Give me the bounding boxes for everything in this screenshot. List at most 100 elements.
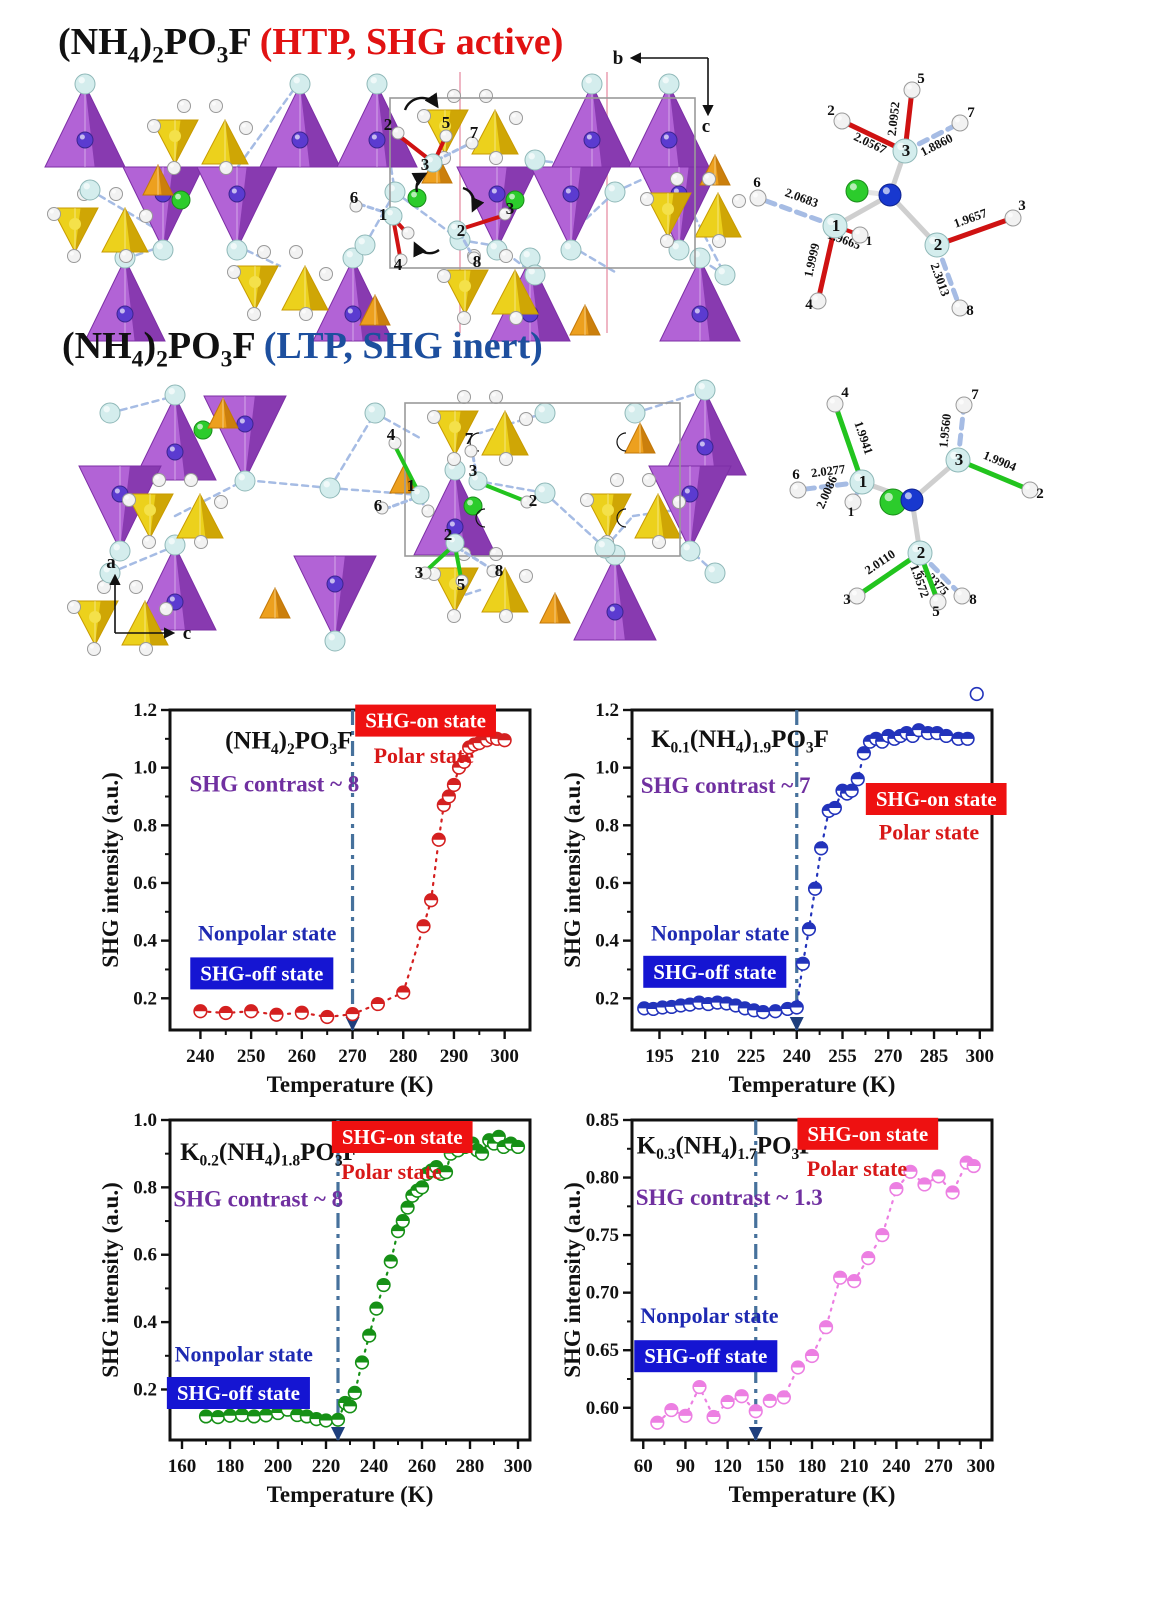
x-tick-label: 90 [676, 1456, 695, 1477]
hydrogen-bond [88, 188, 165, 235]
label: 2 [934, 235, 943, 254]
atom-sphere [342, 247, 364, 269]
atom-sphere [604, 181, 626, 203]
data-point [431, 832, 446, 847]
atom-sphere [844, 493, 862, 511]
unit-cell-outline [404, 402, 681, 557]
atom-sphere [505, 190, 525, 210]
y-tick-label: 0.60 [586, 1398, 619, 1419]
label: 4 [841, 385, 849, 401]
x-tick-label: 240 [782, 1046, 811, 1067]
data-point [234, 1407, 250, 1423]
atom-number-label: 6 [374, 496, 383, 515]
atom-sphere [489, 390, 503, 404]
atom-sphere [580, 493, 594, 507]
atom-sphere [488, 185, 506, 203]
shg-on-state-label-box [797, 1117, 939, 1150]
data-point [446, 777, 462, 793]
data-point [330, 1412, 346, 1427]
atom-sphere [164, 384, 186, 406]
atom-number-label: 1 [379, 205, 388, 224]
tetrahedron [648, 465, 732, 552]
x-tick-label: 160 [168, 1456, 197, 1477]
atom-sphere [67, 249, 81, 263]
atom-number-label: 2 [444, 525, 453, 544]
label: 4 [805, 297, 813, 313]
atom-sphere [534, 402, 556, 424]
atom-sphere [445, 533, 465, 553]
atom-sphere [394, 253, 408, 267]
label: 2 [917, 543, 926, 562]
atom-sphere [498, 207, 512, 221]
hydrogen-bond [543, 491, 607, 550]
data-point [903, 1164, 918, 1179]
bond-length-label: 1.9999 [801, 242, 822, 279]
axis-c-label: c [183, 623, 191, 644]
atom-sphere [437, 269, 451, 283]
nonpolar-state-label: Nonpolar state [651, 920, 790, 945]
data-point [889, 1181, 904, 1197]
atom-number-label: 5 [457, 575, 466, 594]
data-point [424, 893, 439, 908]
atom-sphere [164, 534, 186, 556]
y-tick-label: 0.85 [586, 1110, 619, 1131]
data-point [456, 754, 472, 769]
data-point [917, 1177, 932, 1192]
x-tick-label: 300 [504, 1456, 533, 1477]
atom-sphere [99, 402, 121, 424]
label: 3 [955, 450, 964, 469]
x-tick-label: 180 [216, 1456, 245, 1477]
data-point [438, 1165, 454, 1180]
htp-axes-indicator: bc [613, 48, 714, 137]
tetrahedron [573, 554, 657, 641]
atom-sphere [119, 249, 133, 263]
atom-sphere [849, 469, 875, 495]
data-point [347, 1385, 362, 1400]
atom-sphere [903, 81, 921, 99]
atom-sphere [417, 109, 431, 123]
tetrahedron [624, 421, 656, 454]
data-point [345, 1007, 360, 1022]
data-point [193, 1004, 208, 1019]
atom-sphere [116, 305, 134, 323]
atom-sphere [1004, 209, 1022, 227]
atom-sphere [289, 245, 303, 259]
atom-number-label: 3 [469, 461, 478, 480]
atom-sphere [560, 239, 582, 261]
atom-sphere [388, 436, 402, 450]
atom-number-label: 3 [506, 199, 515, 218]
atom-sphere [668, 239, 690, 261]
atom-sphere [171, 190, 191, 210]
ltp-title: (NH4)2PO3F (LTP, SHG inert) [62, 324, 543, 374]
atom-sphere [732, 194, 746, 208]
atom-sphere [520, 495, 534, 509]
axis-b-label: b [613, 48, 624, 69]
shg-chart-k02: 160 180 200 220 240 260 280 300 0.2 0.4 0.6 0.8 1.0 T… [98, 1110, 533, 1507]
atom-sphere [696, 438, 714, 456]
shg-on-state-label: SHG-on state [342, 1125, 463, 1149]
atom-number-label: 6 [350, 188, 359, 207]
x-tick-label: 290 [440, 1046, 469, 1067]
atom-sphere [714, 264, 736, 286]
htp-fragment-figure: 1.88602.06832.30132.09522.05671.99991.96… [749, 71, 1026, 319]
shg-chart-nh42po3f: 240 250 260 270 280 290 300 0.2 0.4 0.6 0.8 1.0 1.2 T… [98, 700, 532, 1097]
atom-number-label: 2 [457, 221, 466, 240]
atom-sphere [364, 402, 386, 424]
atom-sphere [900, 488, 924, 512]
data-point [818, 1320, 834, 1335]
data-point [861, 1251, 876, 1266]
atom-sphere [239, 121, 253, 135]
atom-sphere [384, 181, 406, 203]
atom-sphere [583, 131, 601, 149]
y-tick-label: 0.6 [133, 1245, 157, 1266]
data-point [844, 783, 859, 798]
atom-sphere [455, 574, 469, 588]
atom-sphere [879, 488, 907, 516]
atom-sphere [660, 234, 674, 248]
atom-sphere [209, 99, 223, 113]
shg-chart-k03: 60 90 120 150 180 210 240 270 300 0.60 0.65 0.70 0.7… [560, 1110, 995, 1507]
tetrahedron [569, 303, 601, 336]
data-point [850, 772, 865, 787]
hydrogen-bond [667, 165, 727, 277]
tetrahedron [539, 591, 571, 624]
